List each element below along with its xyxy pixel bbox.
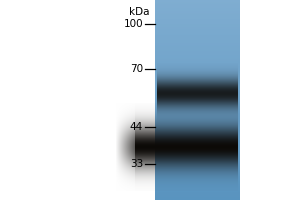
Text: 33: 33	[130, 159, 143, 169]
Text: 100: 100	[123, 19, 143, 29]
Text: 70: 70	[130, 64, 143, 74]
Text: 44: 44	[130, 122, 143, 132]
Text: kDa: kDa	[130, 7, 150, 17]
